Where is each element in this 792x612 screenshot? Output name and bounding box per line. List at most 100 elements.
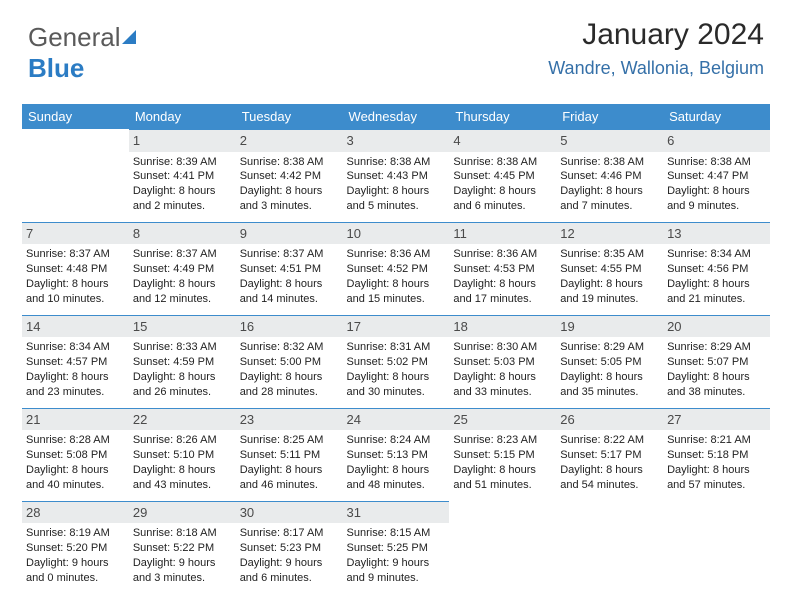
sunrise-text: Sunrise: 8:36 AM — [453, 247, 552, 262]
daylight-text: Daylight: 8 hours — [560, 277, 659, 292]
daylight-text: and 48 minutes. — [347, 478, 446, 493]
sunrise-text: Sunrise: 8:34 AM — [26, 340, 125, 355]
day-number: 31 — [343, 501, 450, 524]
daylight-text: Daylight: 8 hours — [240, 463, 339, 478]
weekday-header: Friday — [556, 104, 663, 129]
calendar-day-cell: 19Sunrise: 8:29 AMSunset: 5:05 PMDayligh… — [556, 315, 663, 408]
daylight-text: Daylight: 9 hours — [347, 556, 446, 571]
sunset-text: Sunset: 5:00 PM — [240, 355, 339, 370]
calendar-day-cell: 20Sunrise: 8:29 AMSunset: 5:07 PMDayligh… — [663, 315, 770, 408]
day-number: 18 — [449, 315, 556, 338]
day-number: 8 — [129, 222, 236, 245]
day-number: 2 — [236, 129, 343, 152]
day-number: 3 — [343, 129, 450, 152]
weekday-header: Thursday — [449, 104, 556, 129]
calendar-table: Sunday Monday Tuesday Wednesday Thursday… — [22, 104, 770, 594]
logo-part2: Blue — [28, 53, 84, 83]
sunrise-text: Sunrise: 8:30 AM — [453, 340, 552, 355]
calendar-day-cell: 17Sunrise: 8:31 AMSunset: 5:02 PMDayligh… — [343, 315, 450, 408]
weekday-header: Saturday — [663, 104, 770, 129]
day-number: 15 — [129, 315, 236, 338]
calendar-day-cell: 13 Sunrise: 8:34 AMSunset: 4:56 PMDayligh… — [663, 222, 770, 315]
sunset-text: Sunset: 4:55 PM — [560, 262, 659, 277]
sunset-text: Sunset: 4:46 PM — [560, 169, 659, 184]
sunrise-text: Sunrise: 8:29 AM — [667, 340, 766, 355]
daylight-text: Daylight: 8 hours — [667, 370, 766, 385]
daylight-text: and 7 minutes. — [560, 199, 659, 214]
calendar-day-cell: 25Sunrise: 8:23 AMSunset: 5:15 PMDayligh… — [449, 408, 556, 501]
sunrise-text: Sunrise: 8:38 AM — [347, 155, 446, 170]
calendar-day-cell: 11Sunrise: 8:36 AMSunset: 4:53 PMDayligh… — [449, 222, 556, 315]
day-number: 12 — [556, 222, 663, 245]
calendar-day-cell: 28Sunrise: 8:19 AMSunset: 5:20 PMDayligh… — [22, 501, 129, 594]
daylight-text: Daylight: 8 hours — [667, 277, 766, 292]
daylight-text: Daylight: 8 hours — [560, 184, 659, 199]
daylight-text: Daylight: 8 hours — [347, 463, 446, 478]
day-number: 29 — [129, 501, 236, 524]
daylight-text: Daylight: 8 hours — [133, 184, 232, 199]
daylight-text: and 19 minutes. — [560, 292, 659, 307]
daylight-text: and 43 minutes. — [133, 478, 232, 493]
day-number: 11 — [449, 222, 556, 245]
daylight-text: and 26 minutes. — [133, 385, 232, 400]
daylight-text: Daylight: 8 hours — [133, 277, 232, 292]
sunrise-text: Sunrise: 8:18 AM — [133, 526, 232, 541]
sunrise-text: Sunrise: 8:38 AM — [453, 155, 552, 170]
daylight-text: and 6 minutes. — [453, 199, 552, 214]
weekday-header: Sunday — [22, 104, 129, 129]
logo-triangle-icon — [122, 30, 136, 44]
daylight-text: Daylight: 8 hours — [453, 370, 552, 385]
daylight-text: and 0 minutes. — [26, 571, 125, 586]
calendar-day-cell: 18Sunrise: 8:30 AMSunset: 5:03 PMDayligh… — [449, 315, 556, 408]
sunset-text: Sunset: 5:11 PM — [240, 448, 339, 463]
daylight-text: Daylight: 8 hours — [26, 277, 125, 292]
sunrise-text: Sunrise: 8:28 AM — [26, 433, 125, 448]
page-title: January 2024 — [548, 18, 764, 52]
daylight-text: and 51 minutes. — [453, 478, 552, 493]
sunset-text: Sunset: 4:53 PM — [453, 262, 552, 277]
calendar-day-cell: 23Sunrise: 8:25 AMSunset: 5:11 PMDayligh… — [236, 408, 343, 501]
day-number: 7 — [22, 222, 129, 245]
sunset-text: Sunset: 4:56 PM — [667, 262, 766, 277]
sunrise-text: Sunrise: 8:33 AM — [133, 340, 232, 355]
sunset-text: Sunset: 4:48 PM — [26, 262, 125, 277]
daylight-text: and 46 minutes. — [240, 478, 339, 493]
calendar-day-cell: 16Sunrise: 8:32 AMSunset: 5:00 PMDayligh… — [236, 315, 343, 408]
sunset-text: Sunset: 5:22 PM — [133, 541, 232, 556]
day-number: 16 — [236, 315, 343, 338]
daylight-text: and 3 minutes. — [240, 199, 339, 214]
daylight-text: and 6 minutes. — [240, 571, 339, 586]
sunrise-text: Sunrise: 8:23 AM — [453, 433, 552, 448]
daylight-text: and 30 minutes. — [347, 385, 446, 400]
calendar-day-cell: 31Sunrise: 8:15 AMSunset: 5:25 PMDayligh… — [343, 501, 450, 594]
day-number: 9 — [236, 222, 343, 245]
day-number: 17 — [343, 315, 450, 338]
sunset-text: Sunset: 5:15 PM — [453, 448, 552, 463]
sunset-text: Sunset: 5:02 PM — [347, 355, 446, 370]
day-number: 13 — [663, 222, 770, 245]
sunset-text: Sunset: 4:49 PM — [133, 262, 232, 277]
daylight-text: Daylight: 8 hours — [667, 184, 766, 199]
calendar-day-cell: 6Sunrise: 8:38 AMSunset: 4:47 PMDaylight… — [663, 129, 770, 222]
sunrise-text: Sunrise: 8:39 AM — [133, 155, 232, 170]
daylight-text: and 33 minutes. — [453, 385, 552, 400]
day-number: 30 — [236, 501, 343, 524]
daylight-text: Daylight: 9 hours — [26, 556, 125, 571]
daylight-text: and 17 minutes. — [453, 292, 552, 307]
day-number: 19 — [556, 315, 663, 338]
sunset-text: Sunset: 5:23 PM — [240, 541, 339, 556]
calendar-day-cell: 12Sunrise: 8:35 AMSunset: 4:55 PMDayligh… — [556, 222, 663, 315]
daylight-text: Daylight: 8 hours — [560, 463, 659, 478]
calendar-day-cell: 24Sunrise: 8:24 AMSunset: 5:13 PMDayligh… — [343, 408, 450, 501]
day-number: 28 — [22, 501, 129, 524]
calendar-day-cell: 14Sunrise: 8:34 AMSunset: 4:57 PMDayligh… — [22, 315, 129, 408]
daylight-text: Daylight: 8 hours — [133, 463, 232, 478]
sunrise-text: Sunrise: 8:21 AM — [667, 433, 766, 448]
daylight-text: Daylight: 9 hours — [240, 556, 339, 571]
sunrise-text: Sunrise: 8:24 AM — [347, 433, 446, 448]
daylight-text: Daylight: 8 hours — [240, 184, 339, 199]
day-number: 1 — [129, 129, 236, 152]
sunrise-text: Sunrise: 8:34 AM — [667, 247, 766, 262]
sunset-text: Sunset: 4:52 PM — [347, 262, 446, 277]
sunset-text: Sunset: 5:13 PM — [347, 448, 446, 463]
